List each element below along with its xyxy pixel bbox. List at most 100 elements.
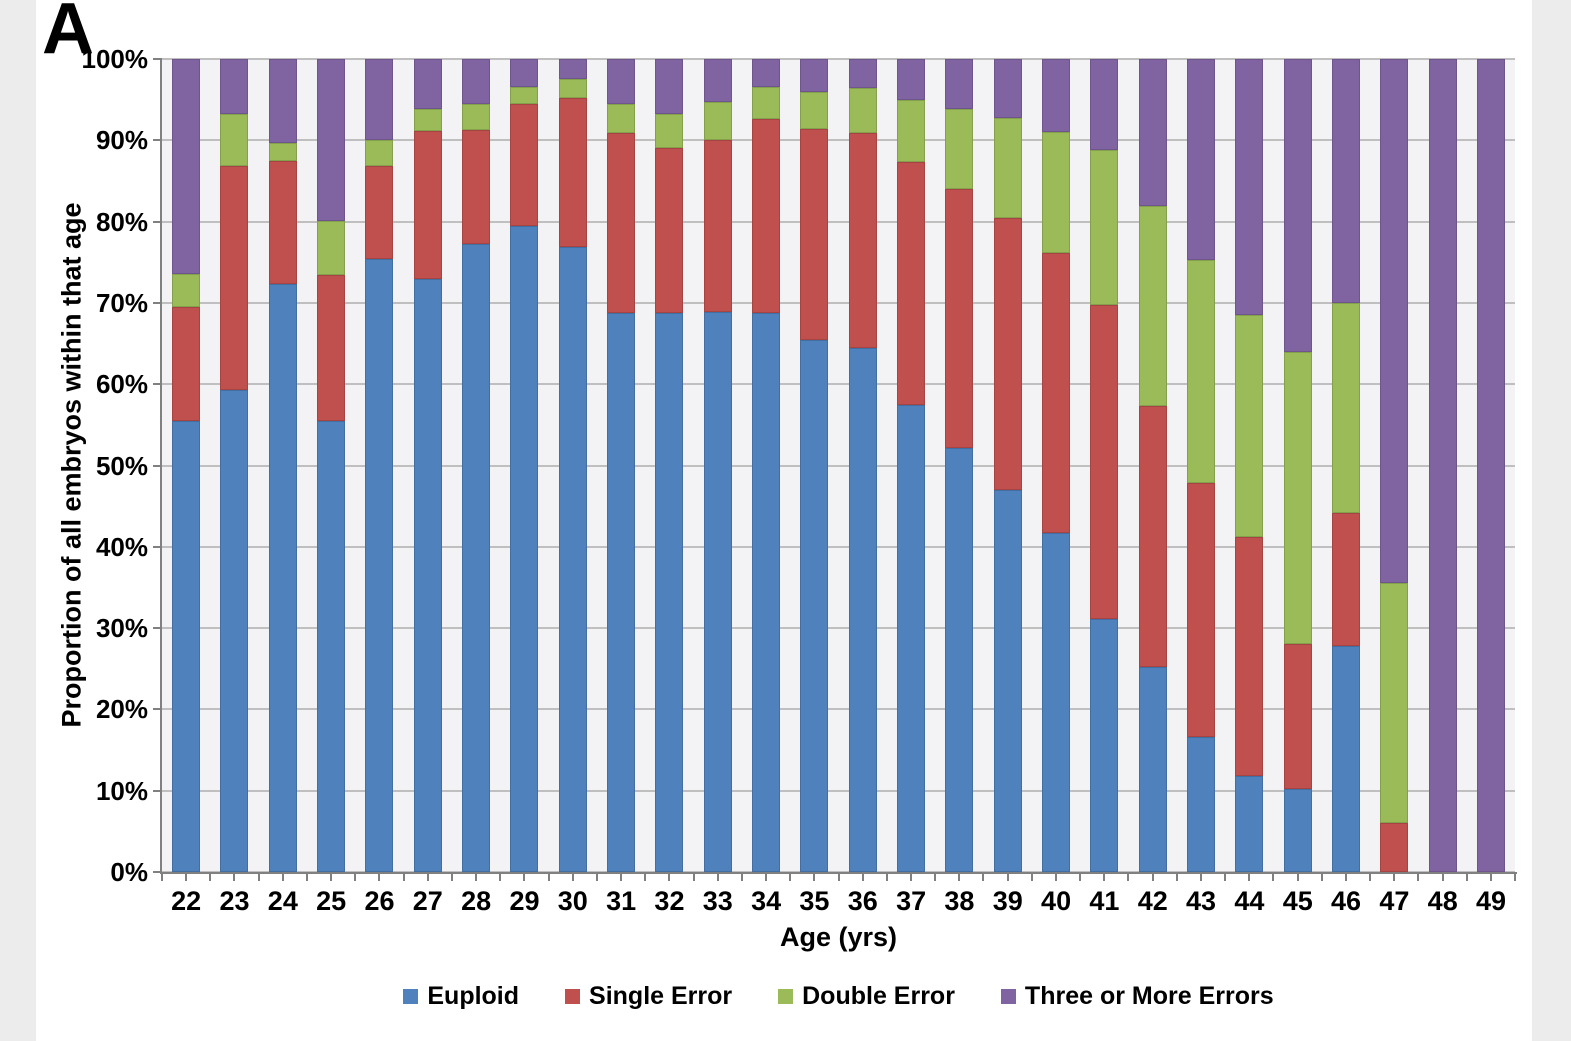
bar-segment bbox=[655, 312, 684, 872]
bar-segment bbox=[172, 274, 201, 307]
x-tick-mark bbox=[1320, 874, 1323, 881]
legend-item: Euploid bbox=[403, 982, 519, 1011]
x-tick-label: 34 bbox=[751, 886, 782, 916]
x-tick-label: 28 bbox=[461, 886, 492, 916]
panel-label: A bbox=[42, 0, 94, 69]
bar-segment bbox=[1186, 259, 1215, 484]
bar-segment bbox=[1235, 776, 1264, 872]
bar-segment bbox=[1380, 59, 1409, 584]
stacked-bar-age-40 bbox=[1041, 59, 1070, 872]
bar-segment bbox=[220, 166, 249, 390]
bar-segment bbox=[752, 119, 781, 313]
x-tick-label: 27 bbox=[412, 886, 443, 916]
bar-segment bbox=[1138, 406, 1167, 668]
x-tick-mark bbox=[813, 874, 816, 881]
x-tick-label: 25 bbox=[316, 886, 347, 916]
x-tick-mark bbox=[1417, 874, 1420, 881]
x-axis-line bbox=[160, 872, 1517, 874]
x-tick-mark bbox=[1514, 874, 1516, 881]
bar-segment bbox=[1041, 532, 1070, 872]
x-tick-mark bbox=[571, 874, 574, 881]
x-tick-mark bbox=[233, 874, 236, 881]
stacked-bar-age-49 bbox=[1476, 59, 1505, 872]
x-tick-mark bbox=[1079, 874, 1082, 881]
stacked-bar-age-29 bbox=[510, 59, 539, 872]
stacked-bar-age-38 bbox=[945, 59, 974, 872]
bar-segment bbox=[365, 165, 394, 259]
bar-segment bbox=[365, 59, 394, 140]
legend-swatch-icon bbox=[1000, 989, 1016, 1004]
bar-segment bbox=[993, 117, 1022, 218]
x-tick-mark bbox=[1272, 874, 1275, 881]
stacked-bar-age-25 bbox=[317, 59, 346, 872]
y-tick-label: 40% bbox=[95, 531, 148, 562]
bar-segment bbox=[462, 59, 491, 104]
bar-segment bbox=[1090, 304, 1119, 620]
legend-item: Three or More Errors bbox=[1000, 982, 1274, 1011]
x-tick-label: 44 bbox=[1234, 886, 1265, 916]
x-tick-mark bbox=[1006, 874, 1009, 881]
gridline bbox=[162, 627, 1515, 630]
x-tick-label: 41 bbox=[1089, 886, 1120, 916]
legend-swatch-icon bbox=[403, 989, 419, 1004]
stacked-bar-age-26 bbox=[365, 59, 394, 872]
x-tick-label: 39 bbox=[992, 886, 1023, 916]
gridline bbox=[162, 545, 1515, 548]
bar-segment bbox=[510, 59, 539, 88]
x-tick-mark bbox=[475, 874, 478, 881]
x-tick-mark bbox=[499, 874, 502, 881]
x-tick-mark bbox=[1393, 874, 1396, 881]
x-tick-label: 31 bbox=[606, 886, 637, 916]
x-tick-mark bbox=[789, 874, 792, 881]
plot-area bbox=[162, 58, 1515, 873]
bar-segment bbox=[1090, 150, 1119, 305]
gridline bbox=[162, 383, 1515, 386]
x-tick-label: 33 bbox=[702, 886, 733, 916]
gridline bbox=[162, 464, 1515, 467]
x-axis-tick-labels: 22 23 24 25 26 27 28 29 30 31 32 33 34 35 36 37 38 39 40 41… bbox=[162, 886, 1515, 917]
bar-segment bbox=[896, 100, 925, 163]
bar-segment bbox=[1090, 619, 1119, 872]
x-tick-mark bbox=[934, 874, 937, 881]
bar-segment bbox=[172, 59, 201, 275]
x-tick-label: 45 bbox=[1282, 886, 1313, 916]
bar-segment bbox=[945, 59, 974, 109]
x-tick-mark bbox=[1344, 874, 1347, 881]
x-tick-mark bbox=[185, 874, 188, 881]
stacked-bar-age-48 bbox=[1428, 59, 1457, 872]
bar-segment bbox=[462, 244, 491, 872]
bar-segment bbox=[1380, 823, 1409, 872]
x-tick-mark bbox=[909, 874, 912, 881]
x-tick-mark bbox=[1248, 874, 1251, 881]
stacked-bar-age-22 bbox=[172, 59, 201, 872]
stacked-bar-age-32 bbox=[655, 59, 684, 872]
bar-segment bbox=[268, 284, 297, 872]
x-tick-mark bbox=[209, 874, 212, 881]
x-tick-label: 37 bbox=[896, 886, 927, 916]
y-tick-label: 90% bbox=[95, 125, 148, 156]
y-tick-label: 60% bbox=[95, 369, 148, 400]
x-axis-title: Age (yrs) bbox=[779, 922, 898, 952]
x-tick-mark bbox=[305, 874, 308, 881]
x-tick-mark bbox=[281, 874, 284, 881]
x-tick-label: 22 bbox=[171, 886, 202, 916]
x-tick-label: 24 bbox=[267, 886, 298, 916]
bar-segment bbox=[703, 139, 732, 312]
bar-segment bbox=[220, 59, 249, 114]
bar-segment bbox=[220, 113, 249, 167]
x-tick-mark bbox=[1127, 874, 1130, 881]
bar-segment bbox=[317, 220, 346, 276]
legend: Euploid Single Error Double Error Three or … bbox=[162, 982, 1515, 1011]
x-tick-mark bbox=[1199, 874, 1202, 881]
bar-segment bbox=[993, 217, 1022, 490]
x-tick-mark bbox=[861, 874, 864, 881]
bar-segment bbox=[896, 405, 925, 872]
x-tick-mark bbox=[1151, 874, 1154, 881]
legend-swatch-icon bbox=[778, 989, 794, 1004]
x-tick-mark bbox=[523, 874, 526, 881]
x-tick-mark bbox=[1175, 874, 1178, 881]
x-tick-mark bbox=[740, 874, 743, 881]
y-tick-mark bbox=[153, 301, 160, 304]
bar-segment bbox=[1283, 351, 1312, 644]
